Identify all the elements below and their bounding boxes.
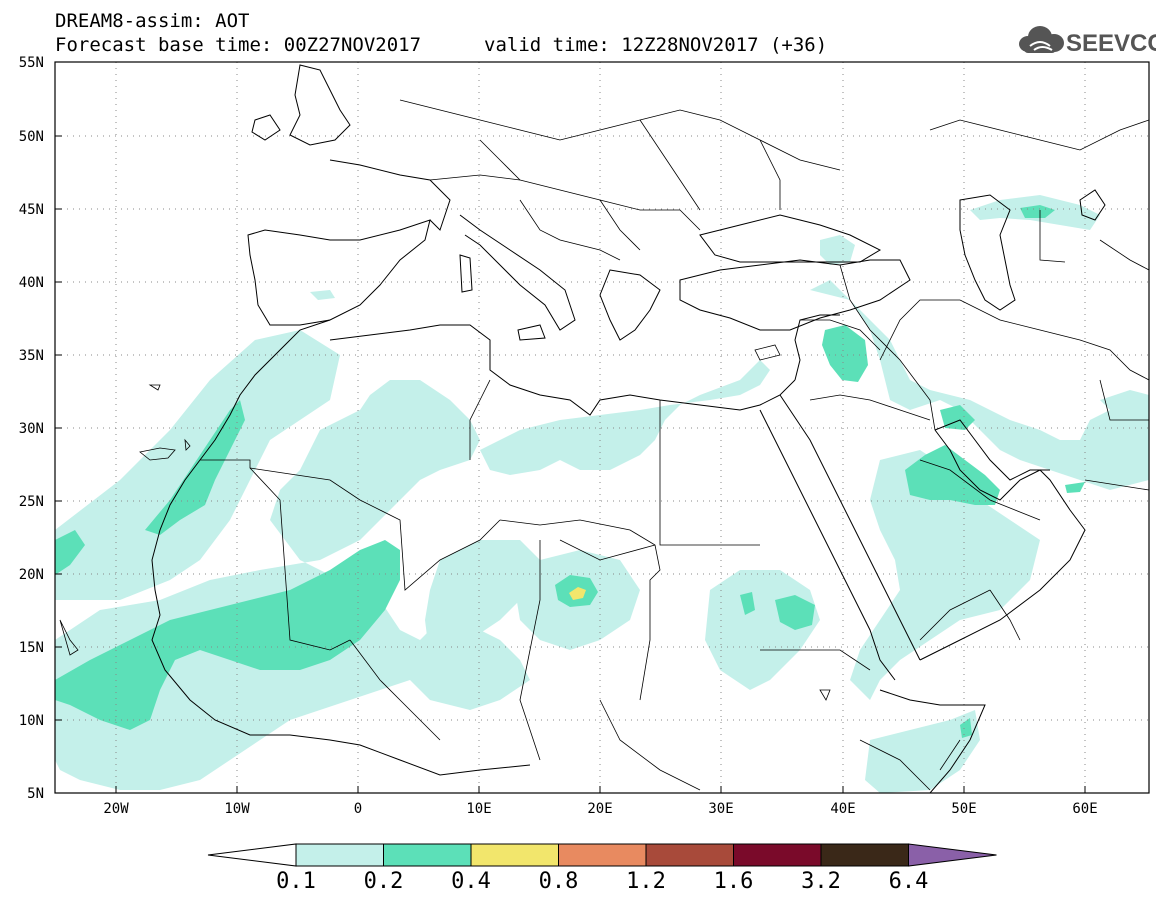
legend-label: 0.2 <box>364 869 404 894</box>
coastlines <box>151 64 1106 793</box>
lon-label: 30E <box>708 801 733 817</box>
lon-labels: 20W 10W 0 10E 20E 30E 40E 50E 60E <box>103 801 1097 817</box>
legend-label: 0.8 <box>539 869 579 894</box>
legend-swatches <box>207 843 997 867</box>
legend-label: 6.4 <box>889 869 929 894</box>
lat-label: 45N <box>19 202 44 218</box>
legend-label: 3.2 <box>801 869 841 894</box>
lat-label: 5N <box>27 786 44 802</box>
lon-label: 40E <box>830 801 855 817</box>
borders <box>200 99 1149 791</box>
islands <box>59 344 831 701</box>
lon-label: 10E <box>466 801 491 817</box>
legend-swatch <box>733 843 822 867</box>
map-title: DREAM8-assim: AOT <box>55 10 250 32</box>
lon-label: 50E <box>951 801 976 817</box>
lon-label: 20W <box>103 801 129 817</box>
logo-text: SEEVCCC <box>1066 30 1156 56</box>
legend-label: 0.4 <box>451 869 491 894</box>
valid-time: valid time: 12Z28NOV2017 (+36) <box>484 34 828 56</box>
lat-label: 35N <box>19 348 44 364</box>
legend-swatch <box>645 843 734 867</box>
lon-label: 60E <box>1072 801 1097 817</box>
legend-label: 1.2 <box>626 869 666 894</box>
legend-swatch <box>383 843 472 867</box>
axis-ticks <box>55 61 1086 794</box>
cloud-icon <box>1019 26 1064 53</box>
aot-layer-high <box>569 587 586 600</box>
legend-labels: 0.1 0.2 0.4 0.8 1.2 1.6 3.2 6.4 <box>276 869 928 894</box>
lon-label: 20E <box>587 801 612 817</box>
lat-label: 40N <box>19 275 44 291</box>
lat-label: 55N <box>19 55 44 71</box>
legend-label: 0.1 <box>276 869 316 894</box>
legend-swatch <box>558 843 647 867</box>
lat-label: 25N <box>19 494 44 510</box>
legend-swatch <box>470 843 559 867</box>
graticule <box>55 62 1149 793</box>
legend-arrow-low <box>207 843 297 867</box>
lat-label: 10N <box>19 713 44 729</box>
lat-label: 50N <box>19 129 44 145</box>
legend-label: 1.6 <box>714 869 754 894</box>
legend-swatch <box>820 843 909 867</box>
forecast-base-time: Forecast base time: 00Z27NOV2017 <box>55 34 422 56</box>
lat-label: 20N <box>19 567 44 583</box>
legend-swatch <box>295 843 384 867</box>
seevccc-logo: SEEVCCC <box>1019 26 1156 56</box>
lat-label: 15N <box>19 640 44 656</box>
lon-label: 0 <box>354 801 362 817</box>
legend-arrow-high <box>908 843 997 867</box>
lat-labels: 55N 50N 45N 40N 35N 30N 25N 20N 15N 10N … <box>19 55 44 802</box>
lon-label: 10W <box>224 801 250 817</box>
lat-label: 30N <box>19 421 44 437</box>
